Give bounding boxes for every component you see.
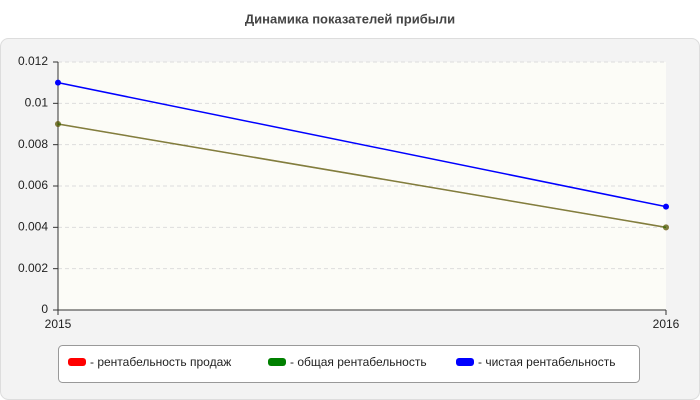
y-tick-label: 0.002 (18, 261, 48, 275)
chart-title: Динамика показателей прибыли (245, 11, 455, 26)
legend (58, 345, 640, 383)
series-line (57, 123, 667, 229)
y-tick-label: 0.01 (25, 96, 49, 110)
legend-label: - общая рентабельность (290, 355, 427, 369)
y-tick-label: 0 (41, 302, 48, 316)
legend-swatch (456, 358, 474, 366)
data-point (55, 79, 61, 86)
data-point (55, 121, 61, 127)
series-line (57, 81, 667, 208)
x-tick-label: 2016 (653, 317, 680, 331)
y-tick-label: 0.008 (18, 137, 48, 151)
x-tick-label: 2015 (45, 317, 72, 331)
legend-label: - рентабельность продаж (90, 355, 231, 369)
y-tick-label: 0.012 (18, 54, 48, 68)
legend-swatch (268, 358, 286, 366)
legend-swatch (68, 358, 86, 366)
y-tick-label: 0.004 (18, 220, 48, 234)
y-tick-label: 0.006 (18, 178, 48, 192)
legend-label: - чистая рентабельность (478, 355, 615, 369)
data-point (663, 224, 669, 231)
data-point (663, 203, 669, 210)
